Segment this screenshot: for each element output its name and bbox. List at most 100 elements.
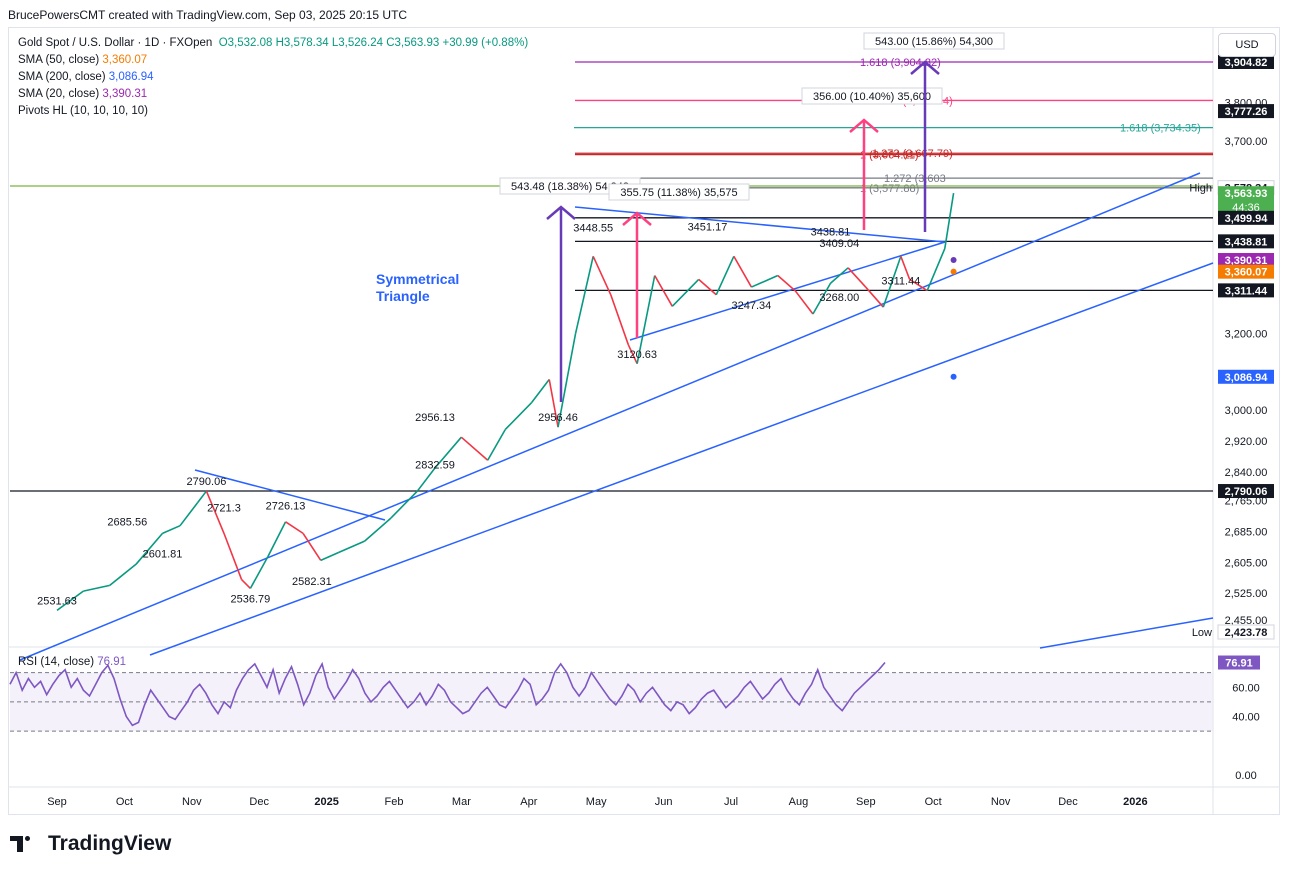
price-scale-value: 3,086.94 bbox=[1225, 372, 1269, 384]
price-scale-badge bbox=[1217, 624, 1275, 640]
sma20-label[interactable]: SMA (20, close) bbox=[18, 88, 100, 100]
symbol-title[interactable]: Gold Spot / U.S. Dollar · 1D · FXOpen bbox=[18, 37, 213, 49]
price-segment bbox=[416, 467, 436, 492]
x-tick-label: Oct bbox=[116, 796, 133, 808]
pivot-label: 2956.46 bbox=[538, 412, 578, 424]
trend-line bbox=[149, 262, 1214, 656]
x-tick-label: May bbox=[586, 796, 607, 808]
pivot-label: 3268.00 bbox=[819, 292, 859, 304]
price-segment bbox=[900, 256, 911, 280]
price-segment bbox=[882, 256, 902, 308]
measure-arrowhead bbox=[910, 60, 940, 75]
rsi-value-badge bbox=[1218, 655, 1260, 670]
x-tick-label: Mar bbox=[452, 796, 471, 808]
price-scale-value: 3,390.31 bbox=[1225, 255, 1268, 267]
price-segment bbox=[715, 255, 735, 296]
level-label: 1 (3,577.88) bbox=[860, 183, 919, 195]
pivot-label: 2531.63 bbox=[37, 595, 77, 607]
x-tick-label: 2025 bbox=[314, 796, 338, 808]
price-segment bbox=[285, 521, 304, 535]
x-tick-label: Apr bbox=[520, 796, 537, 808]
price-segment bbox=[83, 584, 110, 592]
rsi-value-label: 76.91 bbox=[1225, 658, 1253, 670]
x-tick-label: Jul bbox=[724, 796, 738, 808]
sma50-label[interactable]: SMA (50, close) bbox=[18, 54, 100, 66]
sma20-value: 3,390.31 bbox=[102, 88, 148, 100]
price-segment bbox=[926, 248, 946, 291]
x-tick-label: Jun bbox=[655, 796, 673, 808]
pivot-label: 2832.59 bbox=[415, 460, 455, 472]
pivot-label: 2601.81 bbox=[143, 548, 183, 560]
sma200-value: 3,086.94 bbox=[108, 71, 154, 83]
price-segment bbox=[504, 401, 533, 431]
sma200-endpoint bbox=[950, 373, 957, 380]
pivot-label: 3438.81 bbox=[811, 226, 851, 238]
level-label: 1.272 (3,603 bbox=[884, 173, 946, 185]
x-tick-label: Sep bbox=[47, 796, 67, 808]
price-segment bbox=[847, 267, 867, 288]
price-scale-value: 2,423.78 bbox=[1225, 627, 1268, 639]
price-segment bbox=[751, 274, 779, 288]
x-tick-label: Dec bbox=[1058, 796, 1078, 808]
price-scale-badge bbox=[1218, 369, 1274, 384]
price-scale-caption: Low bbox=[1192, 627, 1212, 639]
level-label: 1.618 (3,734.35) bbox=[1120, 123, 1201, 135]
price-scale-badge bbox=[1218, 104, 1274, 119]
sma200-label[interactable]: SMA (200, close) bbox=[18, 71, 106, 83]
price-segment bbox=[654, 275, 673, 307]
chart-frame[interactable] bbox=[8, 27, 1280, 815]
pivot-label: 2790.06 bbox=[187, 476, 227, 488]
sma50-endpoint bbox=[950, 268, 957, 275]
price-segment bbox=[733, 255, 753, 288]
pattern-annotation-line1: Symmetrical bbox=[376, 271, 459, 287]
price-segment bbox=[698, 278, 717, 296]
rsi-tick-label: 60.00 bbox=[1232, 682, 1260, 694]
price-segment bbox=[557, 333, 577, 428]
price-segment bbox=[56, 590, 84, 612]
trend-line bbox=[1039, 617, 1214, 649]
rsi-label[interactable]: RSI (14, close) bbox=[18, 656, 95, 668]
price-segment bbox=[829, 267, 849, 284]
price-segment bbox=[592, 255, 612, 296]
measurement-box bbox=[863, 32, 1005, 50]
y-tick-label: 2,605.00 bbox=[1225, 557, 1268, 569]
pivots-label[interactable]: Pivots HL (10, 10, 10, 10) bbox=[18, 105, 148, 117]
price-segment bbox=[610, 294, 630, 346]
rsi-legend-value: 76.91 bbox=[97, 656, 127, 668]
y-tick-label: 2,685.00 bbox=[1225, 526, 1268, 538]
y-tick-label: 3,200.00 bbox=[1225, 328, 1268, 340]
price-segment bbox=[548, 379, 559, 428]
pivot-label: 2685.56 bbox=[107, 516, 147, 528]
price-scale-badge bbox=[1218, 186, 1274, 215]
level-label: 1.618 (3,904.82) bbox=[860, 57, 941, 69]
measure-arrowhead bbox=[849, 118, 879, 133]
price-segment bbox=[487, 429, 506, 461]
x-tick-label: Sep bbox=[856, 796, 876, 808]
price-scale-badge bbox=[1218, 484, 1274, 499]
level-label: 1.272 (3,667.79) bbox=[872, 148, 953, 160]
pivot-label: 3311.44 bbox=[881, 275, 920, 287]
price-segment bbox=[162, 524, 181, 535]
price-scale-badge bbox=[1218, 253, 1274, 268]
price-segment bbox=[205, 490, 225, 534]
currency-button[interactable]: USD bbox=[1218, 33, 1276, 57]
measurement-label: 356.00 (10.40%) 35,600 bbox=[813, 91, 931, 103]
price-segment bbox=[320, 551, 339, 562]
rsi-legend: RSI (14, close) 76.91 bbox=[18, 656, 126, 668]
price-segment bbox=[943, 193, 955, 249]
price-scale-value: 3,904.82 bbox=[1225, 57, 1268, 69]
x-tick-label: Aug bbox=[789, 796, 809, 808]
measure-arrowhead bbox=[622, 211, 652, 226]
price-segment bbox=[302, 532, 322, 561]
y-tick-label: 2,455.00 bbox=[1225, 615, 1268, 627]
price-scale-value: 3,438.81 bbox=[1225, 236, 1268, 248]
price-scale-badge bbox=[1218, 234, 1274, 249]
trend-line bbox=[19, 172, 1201, 661]
price-segment bbox=[531, 378, 550, 404]
rsi-tick-label: 40.00 bbox=[1232, 712, 1260, 724]
pivot-label: 2721.3 bbox=[207, 502, 241, 514]
rsi-line bbox=[9, 661, 886, 727]
y-tick-label: 2,525.00 bbox=[1225, 588, 1268, 600]
tradingview-wordmark: TradingView bbox=[48, 832, 172, 855]
